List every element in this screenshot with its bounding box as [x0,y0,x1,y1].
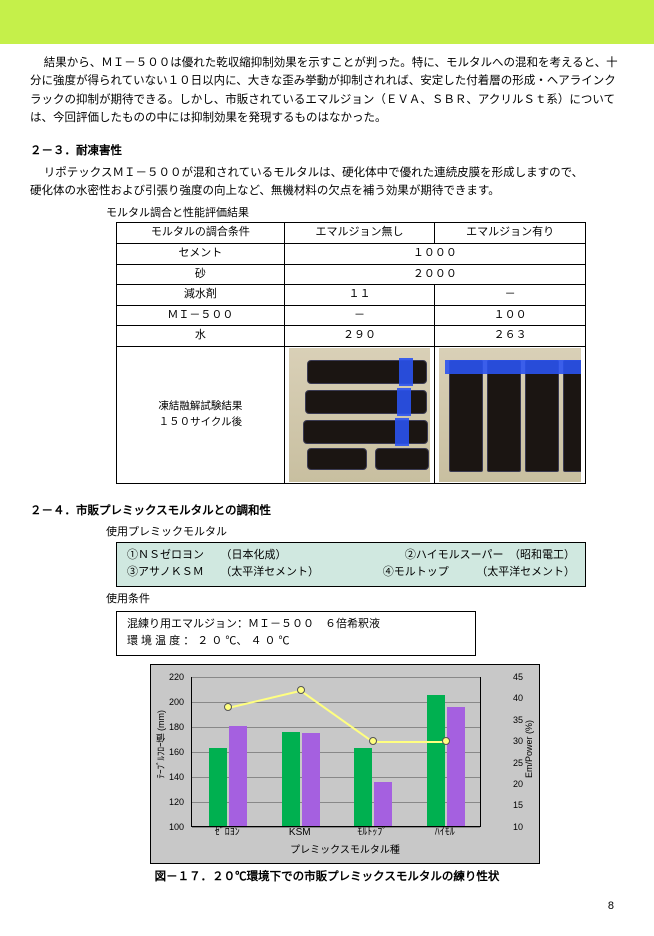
premix-item-1: ①ＮＳゼロヨン （日本化成） [127,547,287,565]
chart-plot-area [191,677,481,827]
section-2-3-title: ２－３．耐凍害性 [30,142,624,160]
section-2-4-title: ２－４．市販プレミックスモルタルとの調和性 [30,502,624,520]
cond-line-2: 環 境 温 度 ： ２ ０ ℃、 ４ ０ ℃ [127,633,465,651]
y1-label: ﾃｰﾌﾞﾙﾌﾛｰ値 (mm) [154,710,168,779]
section-2-3-p2: 硬化体の水密性および引張り強度の向上など、無機材料の欠点を補う効果が期待できます… [30,182,624,200]
premix-item-2: ②ハイモルスーパー （昭和電工） [405,547,575,565]
premix-item-3: ③アサノＫＳＭ （太平洋セメント） [127,564,319,582]
table-row: セメント １０００ [117,243,586,264]
table-row: 減水剤 １１ － [117,285,586,306]
y2-label: Em/Power (%) [522,720,536,778]
photo-with-emulsion [435,346,586,483]
page-content: 結果から、ＭＩ－５００は優れた乾収縮抑制効果を示すことが判った。特に、モルタルへ… [0,44,654,886]
page-number: 8 [0,898,654,916]
photo-label-l2: １５０サイクル後 [159,416,242,428]
table-row: ＭＩ－５００ － １００ [117,305,586,326]
photo-label-l1: 凍結融解試験結果 [158,400,242,412]
cond-line-1: 混練り用エマルジョン：ＭＩ－５００ ６倍希釈液 [127,616,465,634]
photo-label-cell: 凍結融解試験結果 １５０サイクル後 [117,346,285,483]
table-row: 水 ２９０ ２６３ [117,326,586,347]
table-caption: モルタル調合と性能評価結果 [106,205,624,223]
premix-box: ①ＮＳゼロヨン （日本化成） ②ハイモルスーパー （昭和電工） ③アサノＫＳＭ … [116,542,586,587]
th-with-emulsion: エマルジョン有り [435,223,586,244]
x-label: プレミックスモルタル種 [151,843,539,859]
table-row: 砂 ２０００ [117,264,586,285]
table-header-row: モルタルの調合条件 エマルジョン無し エマルジョン有り [117,223,586,244]
cond-label: 使用条件 [106,591,624,609]
cond-box: 混練り用エマルジョン：ＭＩ－５００ ６倍希釈液 環 境 温 度 ： ２ ０ ℃、… [116,611,476,656]
premix-label: 使用プレミックモルタル [106,524,624,542]
section-2-3-p1: リポテックスＭＩ－５００が混和されているモルタルは、硬化体中で優れた連続皮膜を形… [30,164,624,182]
intro-paragraph: 結果から、ＭＩ－５００は優れた乾収縮抑制効果を示すことが判った。特に、モルタルへ… [30,54,624,128]
photo-row: 凍結融解試験結果 １５０サイクル後 [117,346,586,483]
mix-table: モルタルの調合条件 エマルジョン無し エマルジョン有り セメント １０００ 砂 … [116,222,586,484]
th-condition: モルタルの調合条件 [117,223,285,244]
photo-no-emulsion [284,346,435,483]
th-no-emulsion: エマルジョン無し [284,223,435,244]
flow-chart: 初期フロー 1h後フロー Em/Pw ﾃｰﾌﾞﾙﾌﾛｰ値 (mm) Em/Pow… [150,664,540,864]
premix-item-4: ④モルトップ （太平洋セメント） [383,564,575,582]
chart-caption: 図－１７．２０℃環境下での市販プレミックスモルタルの練り性状 [30,868,624,886]
header-banner [0,0,654,44]
